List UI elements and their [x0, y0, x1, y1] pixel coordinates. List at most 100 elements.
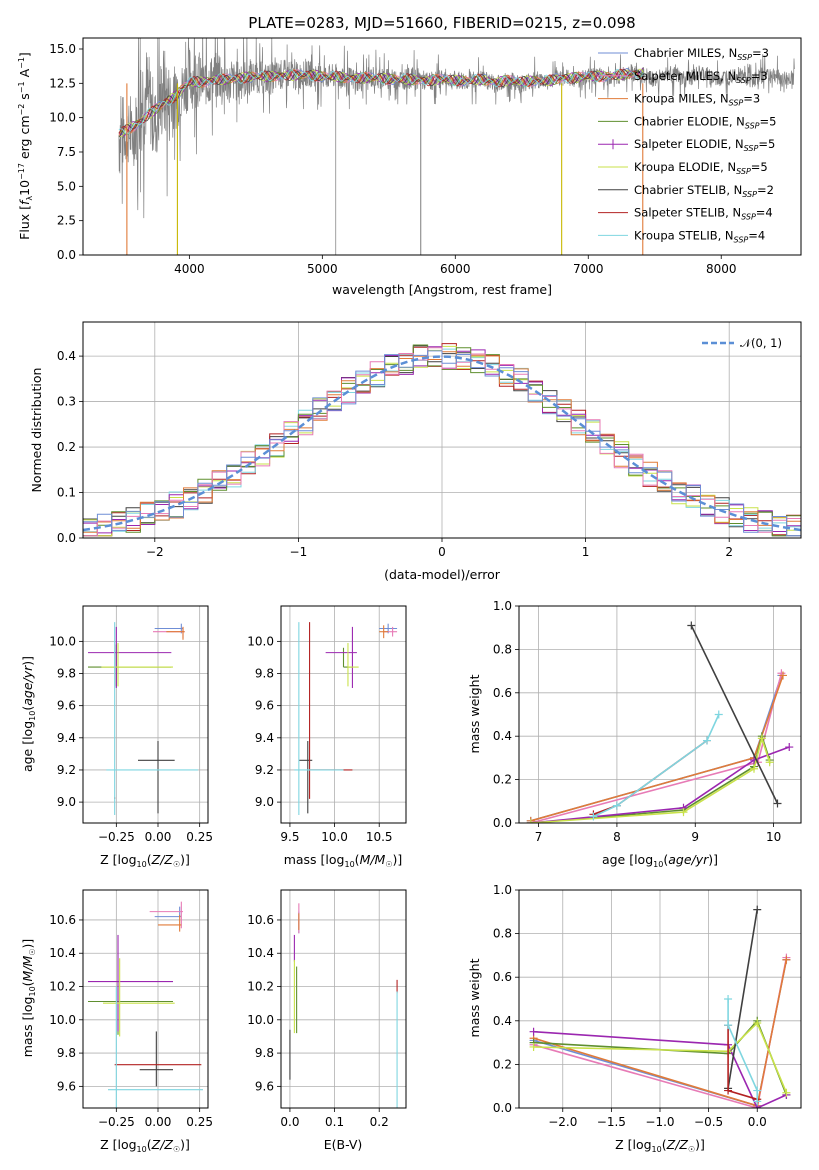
y-tick-label: 10.0 [247, 634, 274, 648]
x-tick-label: 9 [691, 830, 699, 844]
age-vs-mass-grid [281, 606, 406, 823]
y-tick-label: 0.4 [57, 349, 76, 363]
massweight-vs-metallicity-ylabel: mass weight [467, 958, 482, 1037]
legend-label: Chabrier STELIB, NSSP=2 [634, 183, 774, 199]
massweight-marker [679, 808, 688, 817]
model-spectrum-line [118, 69, 644, 138]
massweight-marker [757, 734, 766, 743]
legend-label: Kroupa STELIB, NSSP=4 [634, 228, 765, 244]
y-tick-label: 10.6 [49, 913, 76, 927]
massweight-vs-age-frame [518, 605, 802, 824]
age-vs-metallicity-frame [82, 605, 209, 824]
massweight-vs-age-panel: 7 8 9 10 0.0 0.2 0.4 0.6 0.8 1.0 age [log10(age/y… [467, 599, 802, 869]
x-tick-label: −2 [146, 545, 164, 559]
y-tick-label: 10.0 [49, 634, 76, 648]
y-tick-label: 0.6 [493, 686, 512, 700]
massweight-line [593, 714, 720, 818]
age-vs-mass-ticks: 9.5 10.0 10.5 9.0 9.2 9.4 9.6 9.8 10.0 [247, 634, 392, 844]
x-tick-label: −1.5 [597, 1115, 626, 1129]
age-vs-metallicity-plot-area [88, 622, 198, 815]
massweight-marker [773, 799, 782, 808]
y-tick-label: 0.4 [493, 1014, 512, 1028]
massweight-marker [703, 736, 711, 745]
y-tick-label: 10.2 [49, 980, 76, 994]
x-tick-label: −0.25 [98, 830, 135, 844]
histogram-xlabel: (data-model)/error [384, 567, 501, 582]
spectrum-legend: Chabrier MILES, NSSP=3 Salpeter MILES, NS… [598, 46, 776, 244]
spectrum-title: PLATE=0283, MJD=51660, FIBERID=0215, z=0… [248, 14, 635, 32]
y-tick-label: 9.6 [255, 699, 274, 713]
x-tick-label: 0.0 [748, 1115, 767, 1129]
legend-label: Chabrier MILES, NSSP=3 [634, 46, 769, 62]
massweight-marker [782, 1088, 791, 1097]
histogram-legend: 𝒩(0, 1) [702, 336, 782, 350]
y-tick-label: 0.6 [493, 970, 512, 984]
legend-label: Chabrier ELODIE, NSSP=5 [634, 114, 776, 130]
massweight-marker [724, 995, 733, 1003]
x-tick-label: 8000 [706, 262, 737, 276]
age-vs-mass-xlabel: mass [log10(M/M☉)] [284, 852, 403, 869]
x-tick-label: 5000 [307, 262, 338, 276]
y-tick-label: 0.8 [493, 642, 512, 656]
massweight-marker [724, 1086, 733, 1095]
y-tick-label: 1.0 [493, 883, 512, 897]
y-tick-label: 0.2 [493, 1057, 512, 1071]
y-tick-label: 9.0 [57, 795, 76, 809]
massweight-line [727, 909, 758, 1089]
age-vs-metallicity-xlabel: Z [log10(Z/Z☉)] [100, 852, 190, 869]
x-tick-label: 0.1 [325, 1115, 344, 1129]
spectrum-plot-area [118, 38, 795, 255]
x-tick-label: −1.0 [645, 1115, 674, 1129]
y-tick-label: 10.0 [49, 1013, 76, 1027]
y-tick-label: 10.0 [247, 1013, 274, 1027]
massweight-line [690, 625, 779, 804]
y-tick-label: 9.6 [57, 699, 76, 713]
massweight-marker [777, 669, 786, 678]
x-tick-label: 0.25 [186, 830, 213, 844]
x-tick-label: 7000 [573, 262, 604, 276]
mass-vs-metallicity-panel: −0.25 0.00 0.25 9.6 9.8 10.0 10.2 10.4 10.6 Z [l… [20, 889, 213, 1154]
residual-histogram-panel: −2 −1 0 1 2 0.0 0.1 0.2 0.3 0.4 (data-model)/erro… [29, 321, 802, 582]
histogram-step [83, 350, 801, 537]
y-tick-label: 9.6 [255, 1079, 274, 1093]
y-tick-label: 10.6 [247, 913, 274, 927]
x-tick-label: −0.5 [694, 1115, 723, 1129]
spectrum-panel: PLATE=0283, MJD=51660, FIBERID=0215, z=0… [17, 14, 802, 297]
legend-label: Salpeter STELIB, NSSP=4 [634, 206, 773, 222]
legend-label: Salpeter ELODIE, NSSP=5 [634, 137, 775, 153]
massweight-marker [526, 819, 535, 823]
y-tick-label: 15.0 [49, 42, 76, 56]
massweight-vs-age-ylabel: mass weight [467, 674, 482, 753]
massweight-vs-metallicity-plot-area [529, 905, 791, 1108]
massweight-marker [753, 1018, 762, 1027]
x-tick-label: 2 [725, 545, 733, 559]
x-tick-label: 9.5 [280, 830, 299, 844]
age-vs-metallicity-panel: −0.25 0.00 0.25 9.0 9.2 9.4 9.6 9.8 10.0 Z [log1… [20, 605, 213, 869]
y-tick-label: 0.1 [57, 486, 76, 500]
y-tick-label: 0.4 [493, 729, 512, 743]
massweight-line [533, 1030, 787, 1108]
massweight-marker [687, 621, 696, 630]
y-tick-label: 10.2 [247, 980, 274, 994]
massweight-marker [753, 905, 762, 914]
massweight-line [530, 673, 783, 823]
age-vs-mass-plot-area [294, 622, 398, 815]
y-tick-label: 0.8 [493, 927, 512, 941]
age-vs-metallicity-ylabel: age [log10(age/yr)] [20, 656, 37, 772]
mass-vs-extinction-ticks: 0.0 0.1 0.2 9.6 9.8 10.0 10.2 10.4 10.6 [247, 913, 388, 1129]
massweight-marker [785, 743, 794, 752]
y-tick-label: 10.4 [247, 946, 274, 960]
x-tick-label: −2.0 [548, 1115, 577, 1129]
y-tick-label: 1.0 [493, 599, 512, 613]
x-tick-label: 6000 [440, 262, 471, 276]
spectrum-axes-frame [82, 37, 802, 256]
massweight-marker [724, 1021, 733, 1030]
y-tick-label: 0.2 [57, 440, 76, 454]
spectrum-xlabel: wavelength [Angstrom, rest frame] [332, 282, 552, 297]
massweight-marker [778, 671, 787, 680]
mass-vs-metallicity-grid [83, 890, 208, 1108]
massweight-marker [589, 812, 598, 821]
massweight-marker [750, 764, 758, 773]
normal-legend-label: 𝒩(0, 1) [740, 336, 782, 350]
